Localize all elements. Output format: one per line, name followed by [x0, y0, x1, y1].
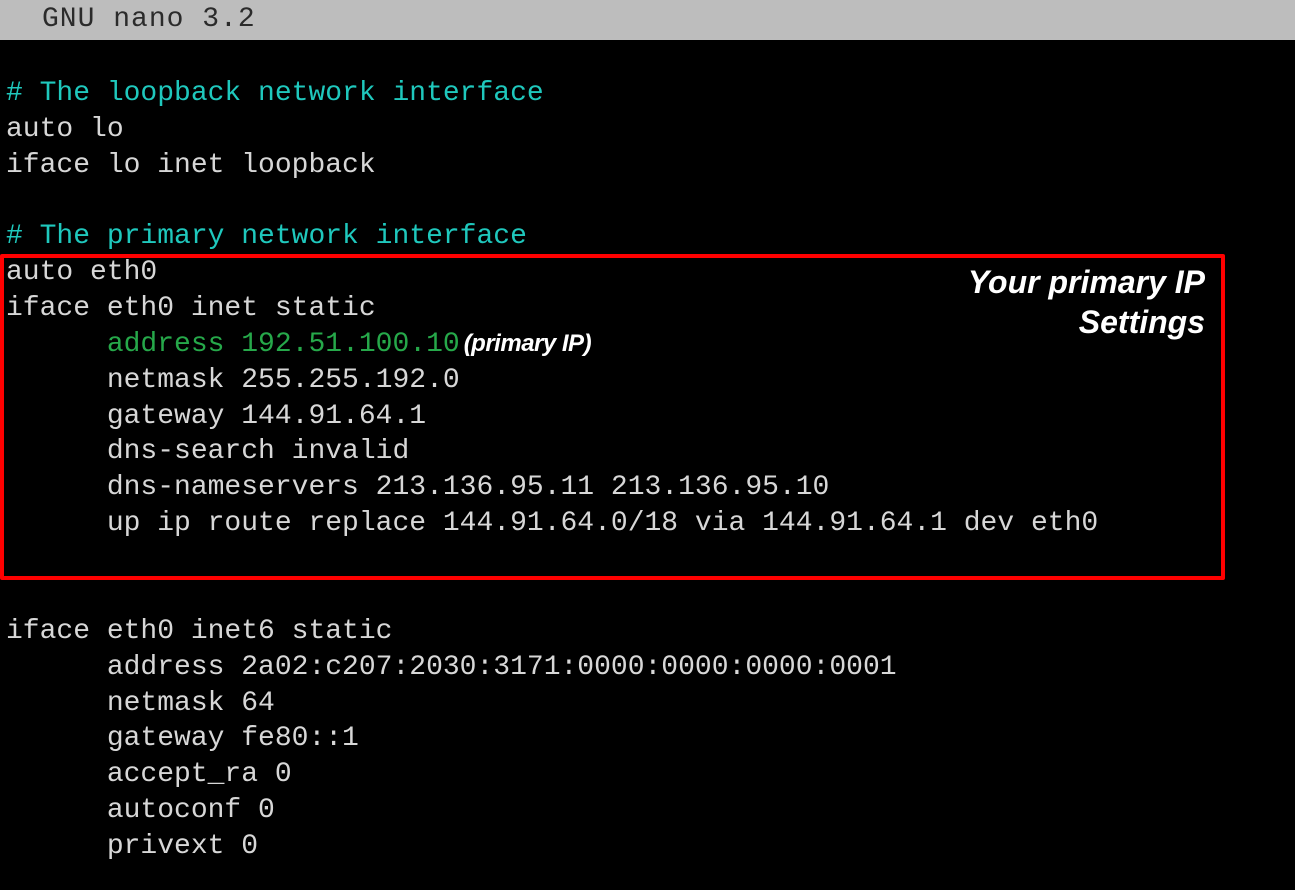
config-line-ipv6-accept-ra: accept_ra 0: [0, 757, 1295, 793]
address-value: 192.51.100.10: [241, 329, 459, 360]
nano-title: GNU nano 3.2: [42, 2, 256, 38]
config-line-iface-lo: iface lo inet loopback: [0, 148, 1295, 184]
config-line-ipv6-privext: privext 0: [0, 829, 1295, 865]
config-line-auto-lo: auto lo: [0, 112, 1295, 148]
address-label: address: [6, 329, 241, 360]
comment-primary: # The primary network interface: [0, 219, 1295, 255]
primary-ip-callout: Your primary IP Settings: [968, 262, 1205, 342]
config-line-ipv6-autoconf: autoconf 0: [0, 793, 1295, 829]
callout-line-1: Your primary IP: [968, 262, 1205, 302]
blank-line: [0, 578, 1295, 614]
config-line-ipv6-gateway: gateway fe80::1: [0, 721, 1295, 757]
config-line-iface-eth0-inet6: iface eth0 inet6 static: [0, 614, 1295, 650]
config-line-gateway: gateway 144.91.64.1: [0, 399, 1295, 435]
blank-line: [0, 183, 1295, 219]
editor-viewport[interactable]: # The loopback network interface auto lo…: [0, 40, 1295, 865]
blank-line: [0, 40, 1295, 76]
config-line-ipv6-netmask: netmask 64: [0, 686, 1295, 722]
config-line-route: up ip route replace 144.91.64.0/18 via 1…: [0, 506, 1295, 542]
config-line-ipv6-address: address 2a02:c207:2030:3171:0000:0000:00…: [0, 650, 1295, 686]
config-line-netmask: netmask 255.255.192.0: [0, 363, 1295, 399]
config-line-dns-nameservers: dns-nameservers 213.136.95.11 213.136.95…: [0, 470, 1295, 506]
comment-loopback: # The loopback network interface: [0, 76, 1295, 112]
nano-titlebar: GNU nano 3.2: [0, 0, 1295, 40]
callout-line-2: Settings: [968, 302, 1205, 342]
primary-ip-note: (primary IP): [460, 330, 591, 357]
blank-line: [0, 542, 1295, 578]
config-line-dns-search: dns-search invalid: [0, 434, 1295, 470]
